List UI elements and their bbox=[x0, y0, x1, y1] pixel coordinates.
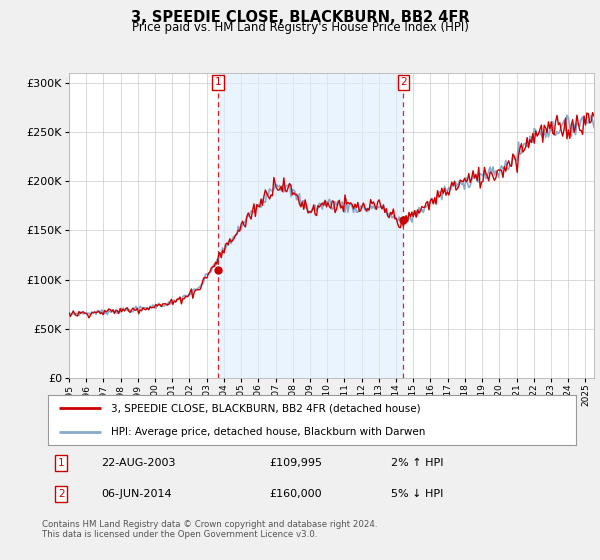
Text: Contains HM Land Registry data © Crown copyright and database right 2024.
This d: Contains HM Land Registry data © Crown c… bbox=[42, 520, 377, 539]
Text: 1: 1 bbox=[215, 77, 221, 87]
Text: 22-AUG-2003: 22-AUG-2003 bbox=[101, 458, 175, 468]
Text: 06-JUN-2014: 06-JUN-2014 bbox=[101, 489, 172, 500]
Text: HPI: Average price, detached house, Blackburn with Darwen: HPI: Average price, detached house, Blac… bbox=[112, 427, 426, 437]
Text: 5% ↓ HPI: 5% ↓ HPI bbox=[391, 489, 443, 500]
Text: £109,995: £109,995 bbox=[270, 458, 323, 468]
Text: 2% ↑ HPI: 2% ↑ HPI bbox=[391, 458, 444, 468]
Text: 3, SPEEDIE CLOSE, BLACKBURN, BB2 4FR: 3, SPEEDIE CLOSE, BLACKBURN, BB2 4FR bbox=[131, 10, 469, 25]
Text: 1: 1 bbox=[58, 458, 65, 468]
Text: Price paid vs. HM Land Registry's House Price Index (HPI): Price paid vs. HM Land Registry's House … bbox=[131, 21, 469, 34]
Bar bbox=[218, 73, 403, 378]
Text: 2: 2 bbox=[400, 77, 407, 87]
Text: £160,000: £160,000 bbox=[270, 489, 322, 500]
Text: 3, SPEEDIE CLOSE, BLACKBURN, BB2 4FR (detached house): 3, SPEEDIE CLOSE, BLACKBURN, BB2 4FR (de… bbox=[112, 403, 421, 413]
Text: 2: 2 bbox=[58, 489, 65, 500]
